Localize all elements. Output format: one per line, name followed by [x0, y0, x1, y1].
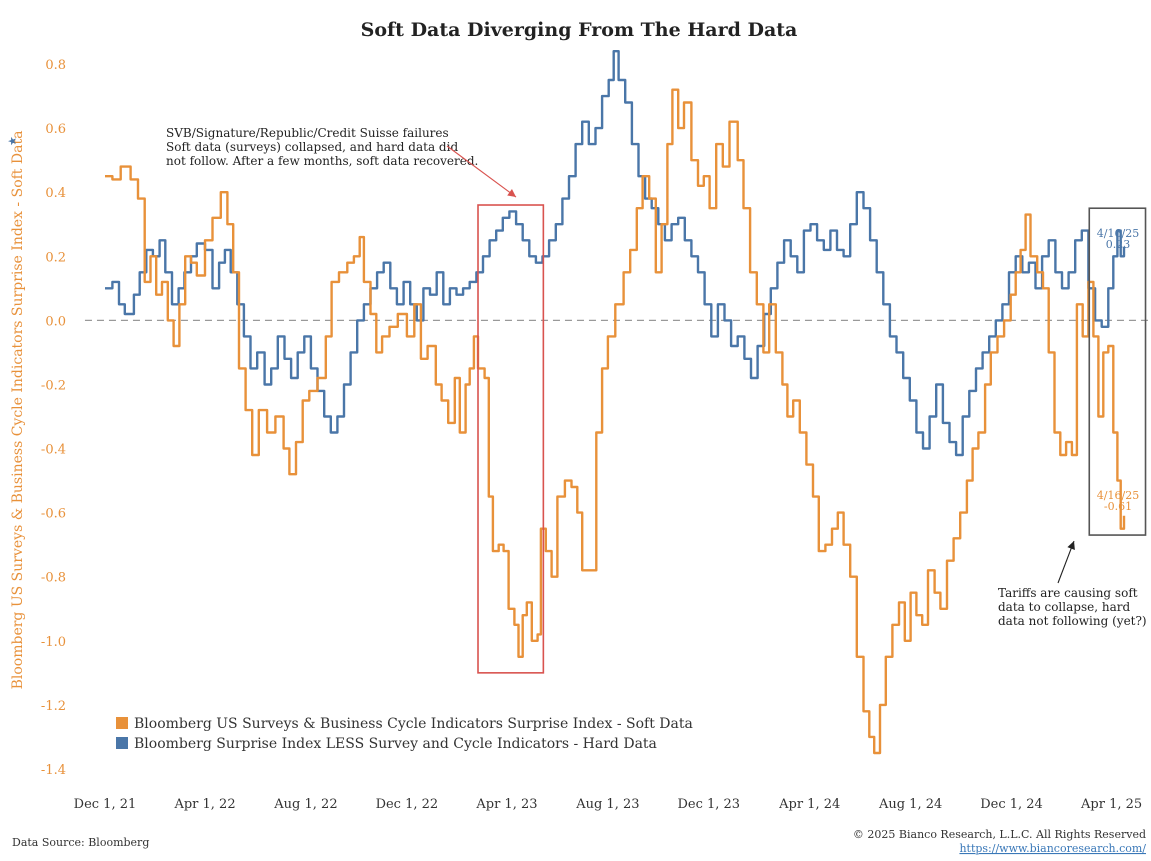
y-tick-label: 0.0	[45, 314, 66, 329]
legend-swatch	[116, 737, 128, 749]
y-tick-label: 0.2	[45, 250, 66, 265]
data-source: Data Source: Bloomberg	[12, 836, 149, 849]
svb-arrow	[446, 145, 517, 198]
pin-icon: ★	[6, 136, 19, 146]
legend: Bloomberg US Surveys & Business Cycle In…	[116, 716, 693, 752]
svb-annotation-line: SVB/Signature/Republic/Credit Suisse fai…	[166, 126, 449, 140]
x-tick-label: Apr 1, 25	[1080, 797, 1142, 812]
x-tick-label: Apr 1, 23	[475, 797, 537, 812]
x-tick-label: Apr 1, 22	[173, 797, 235, 812]
hard-data-series-line	[105, 50, 1126, 457]
legend-label: Bloomberg Surprise Index LESS Survey and…	[134, 736, 657, 752]
soft-data-series-line	[105, 88, 1126, 755]
y-tick-label: 0.6	[45, 122, 66, 137]
x-tick-label: Aug 1, 22	[273, 797, 337, 812]
y-tick-label: 0.8	[45, 58, 66, 73]
y-tick-label: -0.4	[41, 443, 66, 458]
svb-arrowhead	[507, 189, 517, 198]
end-label-date: 4/16/25	[1097, 489, 1139, 502]
y-tick-label: -0.8	[41, 571, 66, 586]
legend-label: Bloomberg US Surveys & Business Cycle In…	[134, 716, 693, 732]
y-tick-label: 0.4	[45, 186, 66, 201]
annotation-layer: SVB/Signature/Republic/Credit Suisse fai…	[166, 126, 1147, 674]
svb-annotation-line: Soft data (surveys) collapsed, and hard …	[166, 140, 458, 154]
x-tick-label: Dec 1, 22	[376, 797, 439, 812]
tariffs-highlight-box	[1088, 207, 1147, 536]
legend-swatch	[116, 717, 128, 729]
x-axis: Dec 1, 21 Apr 1, 22 Aug 1, 22 Dec 1, 22 Apr …	[74, 797, 1143, 812]
svb-annotation-line: not follow. After a few months, soft dat…	[166, 154, 478, 168]
tariffs-arrowhead	[1067, 541, 1075, 550]
y-axis: 0.8 0.6 0.4 0.2 0.0 -0.2 -0.4 -0.6 -0.8 -1.0 -1.2 -…	[41, 58, 66, 778]
y-tick-label: -1.4	[41, 763, 66, 778]
x-tick-label: Dec 1, 24	[980, 797, 1043, 812]
end-labels: 4/16/250.234/16/25-0.61	[1097, 227, 1139, 513]
x-tick-label: Dec 1, 23	[677, 797, 740, 812]
tariffs-annotation-line: data not following (yet?)	[998, 614, 1147, 628]
y-axis-label: Bloomberg US Surveys & Business Cycle In…	[10, 131, 26, 690]
series-layer	[105, 50, 1126, 755]
end-label-value: 0.23	[1106, 238, 1131, 251]
tariffs-annotation-line: Tariffs are causing soft	[998, 586, 1138, 600]
y-tick-label: -0.6	[41, 507, 66, 522]
end-label-value: -0.61	[1104, 500, 1132, 513]
x-tick-label: Apr 1, 24	[778, 797, 840, 812]
copyright: © 2025 Bianco Research, L.L.C. All Right…	[853, 828, 1146, 841]
x-tick-label: Dec 1, 21	[74, 797, 137, 812]
svb-highlight-box	[477, 204, 545, 674]
y-tick-label: -1.2	[41, 699, 66, 714]
website-link[interactable]: https://www.biancoresearch.com/	[959, 842, 1146, 855]
x-tick-label: Aug 1, 24	[878, 797, 942, 812]
x-tick-label: Aug 1, 23	[575, 797, 639, 812]
chart-title: Soft Data Diverging From The Hard Data	[361, 19, 798, 41]
tariffs-annotation-line: data to collapse, hard	[998, 600, 1130, 614]
y-tick-label: -1.0	[41, 635, 66, 650]
y-tick-label: -0.2	[41, 378, 66, 393]
end-label-date: 4/16/25	[1097, 227, 1139, 240]
